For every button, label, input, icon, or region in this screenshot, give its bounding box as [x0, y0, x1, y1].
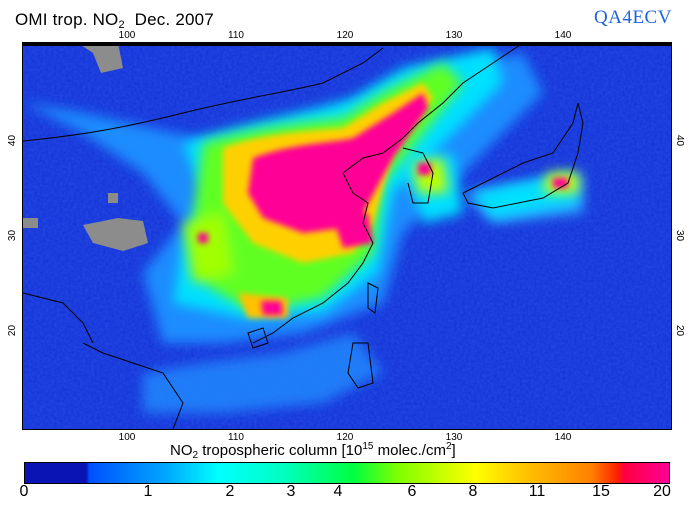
x-tick-top: 140	[554, 30, 572, 41]
colorbar-label: 11	[528, 483, 546, 500]
y-tick-left: 30	[7, 229, 19, 242]
colorbar-label: 6	[407, 483, 417, 500]
brand-logo: QA4ECV	[594, 7, 672, 28]
x-tick-top: 100	[118, 30, 136, 41]
colorbar-label: 4	[333, 483, 343, 500]
x-tick-bottom: 140	[554, 432, 572, 443]
y-tick-right: 30	[674, 229, 686, 242]
colorbar-title: NO2 tropospheric column [1015 molec./cm2…	[170, 441, 456, 461]
no2-map	[22, 42, 672, 430]
colorbar-label: 2	[225, 483, 235, 500]
colorbar-label: 3	[286, 483, 296, 500]
map-heatmap	[23, 43, 671, 429]
colorbar-label: 15	[592, 483, 610, 500]
colorbar-label: 1	[143, 483, 153, 500]
colorbar	[24, 462, 670, 484]
y-tick-left: 40	[7, 134, 19, 147]
chart-title: OMI trop. NO2 Dec. 2007	[15, 10, 214, 31]
x-tick-top: 110	[228, 30, 244, 41]
x-tick-top: 130	[445, 30, 463, 41]
y-tick-left: 20	[7, 324, 19, 337]
x-tick-bottom: 130	[445, 432, 463, 443]
x-tick-top: 120	[336, 30, 354, 41]
x-tick-bottom: 110	[228, 432, 244, 443]
x-tick-bottom: 100	[118, 432, 136, 443]
colorbar-label: 8	[468, 483, 478, 500]
colorbar-label: 20	[653, 483, 671, 500]
top-frame-stripe	[23, 43, 671, 46]
y-tick-right: 40	[674, 134, 686, 147]
x-tick-bottom: 120	[336, 432, 354, 443]
y-tick-right: 20	[674, 324, 686, 337]
colorbar-label: 0	[19, 483, 29, 500]
